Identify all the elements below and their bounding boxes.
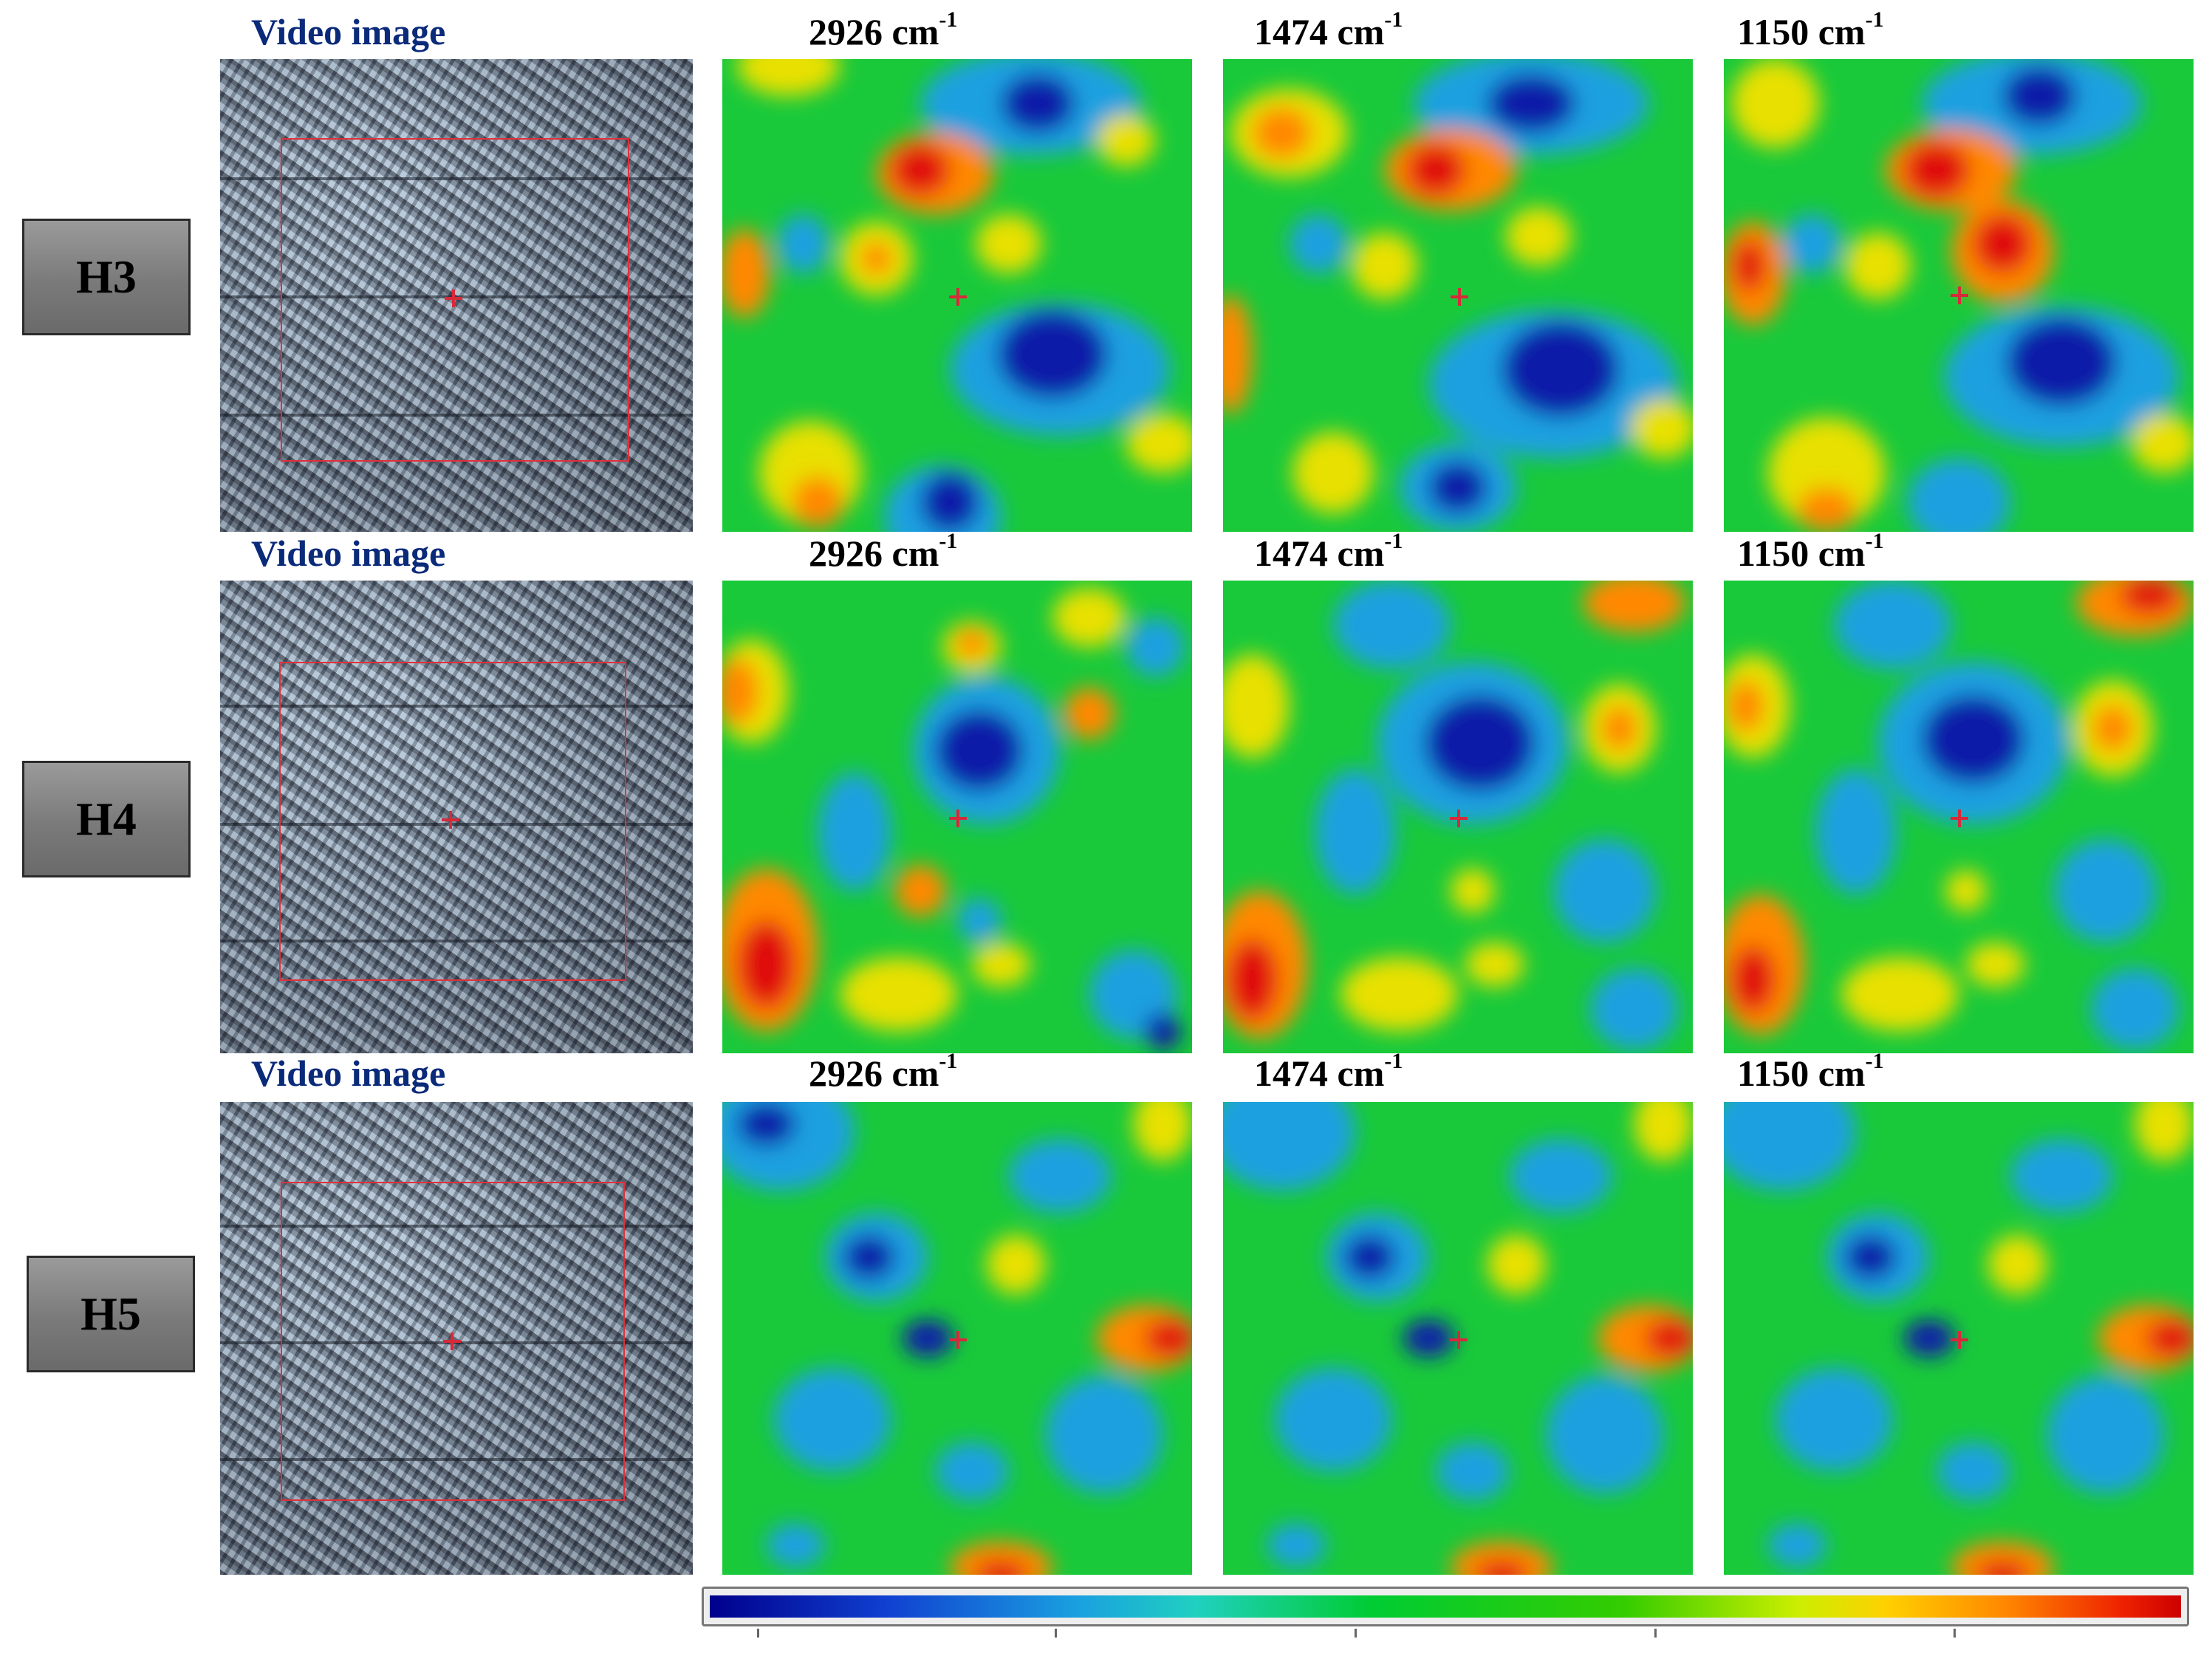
- map-title-sup: -1: [1865, 529, 1884, 553]
- map-title-sup: -1: [939, 529, 958, 553]
- crosshair-icon: [1450, 1331, 1468, 1349]
- map-title-text: 1474 cm: [1254, 11, 1385, 52]
- map-title-sup: -1: [1384, 7, 1403, 32]
- crosshair-icon: [1451, 288, 1468, 306]
- row-label-h4: H4: [22, 761, 191, 877]
- roi-rectangle: [281, 138, 629, 462]
- colorbar: [702, 1587, 2189, 1626]
- strip-divider: [220, 823, 693, 826]
- video-title-h3: Video image: [251, 11, 446, 52]
- strip-divider: [220, 1458, 693, 1461]
- strip-divider: [220, 1341, 693, 1344]
- heatmap-svg: [1223, 581, 1693, 1053]
- crosshair-icon: [949, 810, 967, 827]
- map-title-text: 2926 cm: [809, 11, 939, 52]
- heatmap-svg: [722, 59, 1192, 532]
- crosshair-icon: [442, 811, 459, 829]
- strip-divider: [220, 414, 693, 417]
- map-title-sup: -1: [939, 7, 958, 32]
- chemical-map-h3-1474: [1223, 59, 1693, 532]
- crosshair-icon: [443, 1332, 461, 1350]
- heatmap-svg: [1724, 581, 2194, 1053]
- map-title-sup: -1: [1865, 7, 1884, 32]
- row-label-h3: H3: [22, 219, 191, 335]
- map-title-text: 1150 cm: [1737, 533, 1866, 574]
- map-title-h5-2926: 2926 cm-1: [809, 1049, 958, 1095]
- crosshair-icon: [949, 288, 967, 306]
- video-image-h5: [220, 1102, 693, 1575]
- chemical-map-h5-1150: [1724, 1102, 2194, 1575]
- colorbar-gradient: [710, 1595, 2181, 1618]
- map-title-h4-1150: 1150 cm-1: [1737, 529, 1884, 575]
- roi-rectangle: [279, 662, 626, 981]
- map-title-h4-2926: 2926 cm-1: [809, 529, 958, 575]
- map-title-text: 1474 cm: [1254, 533, 1385, 574]
- video-title-h4: Video image: [251, 533, 446, 574]
- crosshair-icon: [1951, 287, 1968, 304]
- map-title-text: 1150 cm: [1737, 11, 1866, 52]
- strip-divider: [220, 177, 693, 180]
- heatmap-svg: [1724, 1102, 2194, 1575]
- chemical-map-h5-1474: [1223, 1102, 1693, 1575]
- colorbar-tick: [1954, 1629, 1956, 1638]
- map-title-text: 2926 cm: [809, 1053, 939, 1094]
- crosshair-icon: [1450, 810, 1468, 827]
- chemical-map-h4-2926: [722, 581, 1192, 1053]
- map-title-text: 1150 cm: [1737, 1053, 1866, 1094]
- map-title-h5-1150: 1150 cm-1: [1737, 1049, 1884, 1095]
- strip-divider: [220, 940, 693, 942]
- chemical-map-h3-2926: [722, 59, 1192, 532]
- video-image-h4: [220, 581, 693, 1053]
- map-title-sup: -1: [939, 1049, 958, 1073]
- chemical-map-h4-1474: [1223, 581, 1693, 1053]
- chemical-map-h4-1150: [1724, 581, 2194, 1053]
- video-image-h3: [220, 59, 693, 532]
- crosshair-icon: [1951, 1331, 1968, 1349]
- colorbar-tick: [1055, 1629, 1057, 1638]
- crosshair-icon: [445, 290, 462, 307]
- map-title-h4-1474: 1474 cm-1: [1254, 529, 1403, 575]
- video-title-h5: Video image: [251, 1053, 446, 1094]
- crosshair-icon: [1951, 810, 1968, 827]
- row-label-h5: H5: [27, 1256, 195, 1372]
- colorbar-tick: [757, 1629, 759, 1638]
- map-title-h5-1474: 1474 cm-1: [1254, 1049, 1403, 1095]
- chemical-map-h3-1150: [1724, 59, 2194, 532]
- roi-rectangle: [281, 1182, 625, 1501]
- heatmap-svg: [1724, 59, 2194, 532]
- map-title-text: 1474 cm: [1254, 1053, 1385, 1094]
- crosshair-icon: [949, 1331, 967, 1349]
- colorbar-tick: [1654, 1629, 1657, 1638]
- map-title-sup: -1: [1865, 1049, 1884, 1073]
- map-title-sup: -1: [1384, 1049, 1403, 1073]
- map-title-h3-1150: 1150 cm-1: [1737, 7, 1884, 53]
- strip-divider: [220, 705, 693, 708]
- map-title-text: 2926 cm: [809, 533, 939, 574]
- map-title-h3-2926: 2926 cm-1: [809, 7, 958, 53]
- chemical-map-h5-2926: [722, 1102, 1192, 1575]
- map-title-h3-1474: 1474 cm-1: [1254, 7, 1403, 53]
- map-title-sup: -1: [1384, 529, 1403, 553]
- colorbar-tick: [1355, 1629, 1357, 1638]
- strip-divider: [220, 1225, 693, 1228]
